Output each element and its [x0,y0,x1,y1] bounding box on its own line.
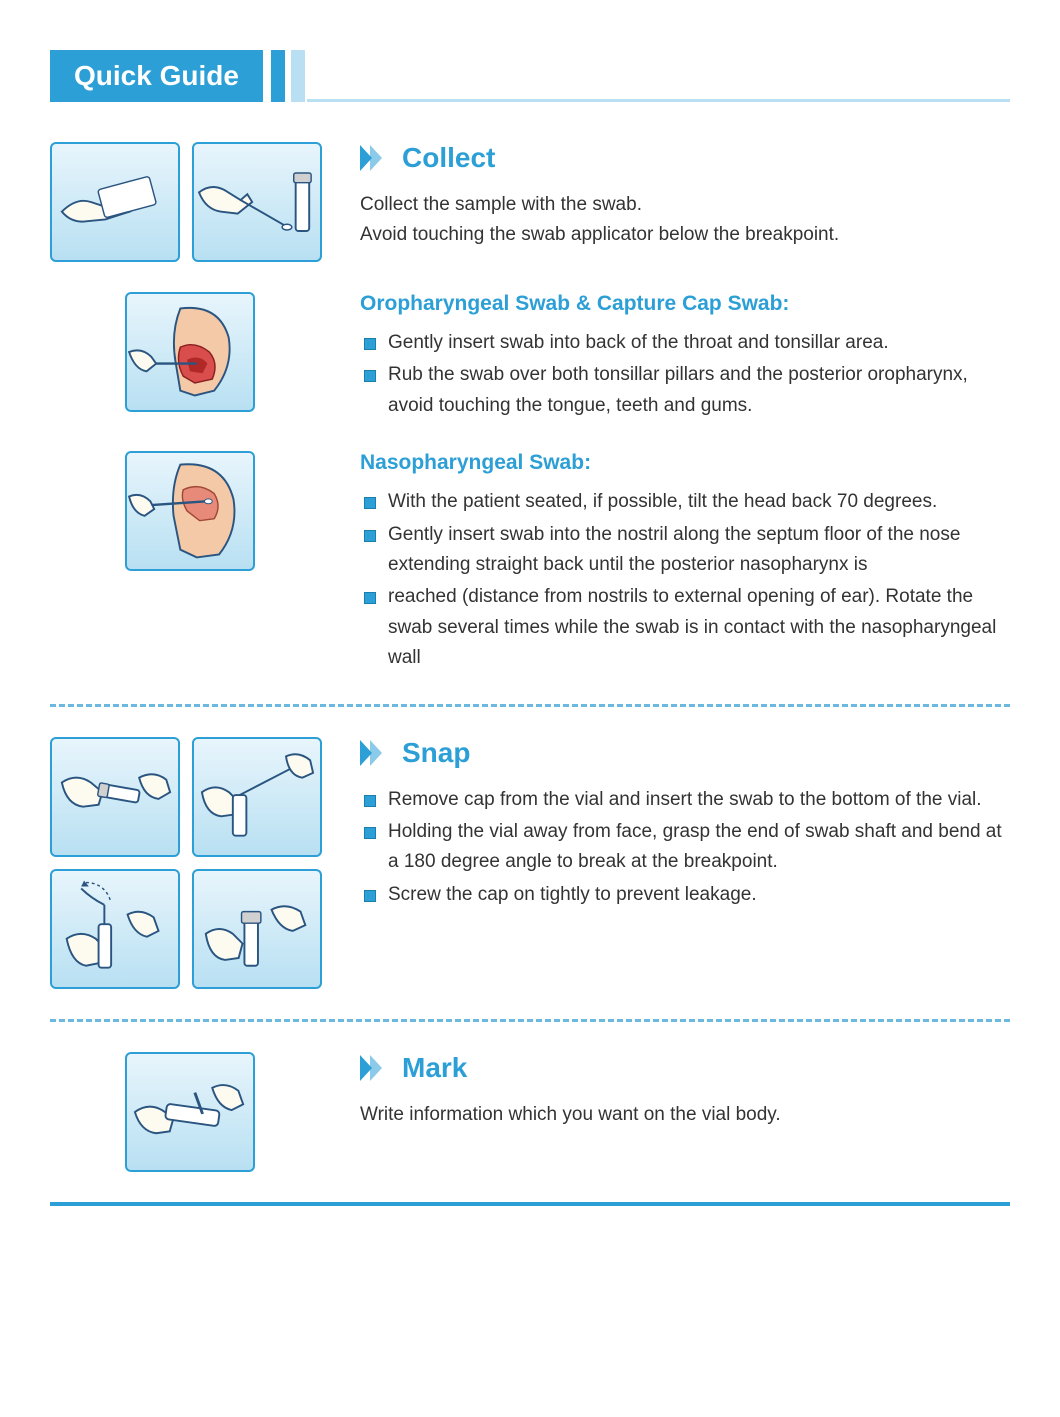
mark-text: Mark Write information which you want on… [360,1052,1010,1172]
naso-bullet-1: With the patient seated, if possible, ti… [360,487,1010,517]
mark-title-row: Mark [360,1052,1010,1084]
content-snap: Snap Remove cap from the vial and insert… [0,737,1060,989]
illustration-remove-cap [50,737,180,857]
snap-text: Snap Remove cap from the vial and insert… [360,737,1010,989]
snap-title: Snap [402,737,470,769]
naso-text: Nasopharyngeal Swab: With the patient se… [360,451,1010,675]
content: Collect Collect the sample with the swab… [0,142,1060,676]
naso-bullet-3: reached (distance from nostrils to exter… [360,582,1010,673]
oro-image-col [50,292,330,423]
section-snap: Snap Remove cap from the vial and insert… [50,737,1010,989]
snap-images [50,737,330,989]
oro-bullet-2: Rub the swab over both tonsillar pillars… [360,360,1010,421]
oro-bullet-1: Gently insert swab into back of the thro… [360,328,1010,358]
illustration-throat-swab [125,292,255,412]
chevron-right-icon [360,740,390,766]
collect-line-2: Avoid touching the swab applicator below… [360,220,1010,250]
oro-heading: Oropharyngeal Swab & Capture Cap Swab: [360,292,1010,316]
snap-bullet-3: Screw the cap on tightly to prevent leak… [360,880,1010,910]
naso-heading: Nasopharyngeal Swab: [360,451,1010,475]
content-mark: Mark Write information which you want on… [0,1052,1060,1172]
collect-title: Collect [402,142,495,174]
collect-line-1: Collect the sample with the swab. [360,190,1010,220]
illustration-nasal-swab [125,451,255,571]
header: Quick Guide [50,50,1010,102]
snap-bullet-2: Holding the vial away from face, grasp t… [360,817,1010,878]
section-collect: Collect Collect the sample with the swab… [50,142,1010,262]
collect-text: Collect Collect the sample with the swab… [360,142,1010,262]
chevron-right-icon [360,1055,390,1081]
header-underline [307,99,1010,102]
page-title: Quick Guide [50,50,263,102]
header-accent-bars [271,50,305,102]
snap-bullets: Remove cap from the vial and insert the … [360,785,1010,911]
illustration-break-swab [50,869,180,989]
illustration-open-package [50,142,180,262]
oro-bullets: Gently insert swab into back of the thro… [360,328,1010,421]
illustration-write-label [125,1052,255,1172]
illustration-screw-cap [192,869,322,989]
collect-images [50,142,330,262]
naso-image-col [50,451,330,675]
chevron-right-icon [360,145,390,171]
divider-1 [50,704,1010,707]
collect-title-row: Collect [360,142,1010,174]
section-oropharyngeal: Oropharyngeal Swab & Capture Cap Swab: G… [50,292,1010,423]
oro-text: Oropharyngeal Swab & Capture Cap Swab: G… [360,292,1010,423]
naso-bullets: With the patient seated, if possible, ti… [360,487,1010,673]
footer-line [50,1202,1010,1206]
illustration-swab-vial [192,142,322,262]
mark-images [50,1052,330,1172]
divider-2 [50,1019,1010,1022]
section-nasopharyngeal: Nasopharyngeal Swab: With the patient se… [50,451,1010,675]
mark-body: Write information which you want on the … [360,1100,1010,1130]
snap-bullet-1: Remove cap from the vial and insert the … [360,785,1010,815]
naso-bullet-2: Gently insert swab into the nostril alon… [360,520,1010,581]
mark-title: Mark [402,1052,467,1084]
section-mark: Mark Write information which you want on… [50,1052,1010,1172]
illustration-insert-swab [192,737,322,857]
snap-title-row: Snap [360,737,1010,769]
